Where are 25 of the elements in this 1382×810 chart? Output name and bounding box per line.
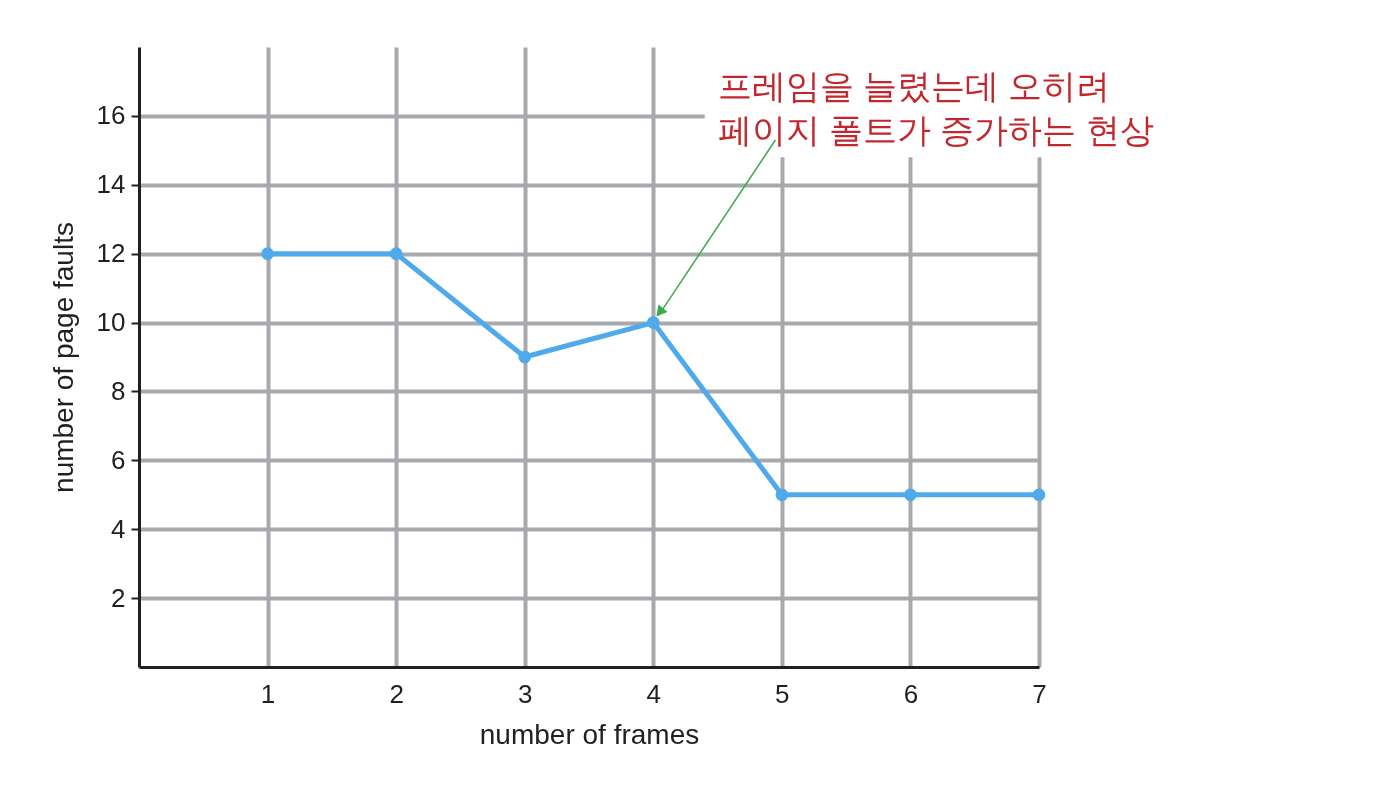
point — [646, 316, 660, 329]
y-tick-label: 2 — [111, 582, 126, 613]
y-tick-label: 12 — [96, 238, 126, 269]
x-tick-label: 2 — [389, 678, 404, 709]
x-tick-label: 3 — [517, 678, 533, 709]
point — [261, 247, 274, 260]
y-tick-label: 4 — [111, 513, 126, 544]
point — [389, 247, 403, 260]
x-tick-label: 6 — [903, 678, 919, 709]
x-axis-title: number of frames — [479, 718, 700, 750]
point — [775, 488, 789, 502]
y-tick-label: 16 — [96, 100, 126, 131]
y-tick-label: 8 — [111, 375, 126, 406]
point — [518, 350, 532, 364]
x-tick-label: 4 — [646, 678, 662, 709]
y-tick-label: 10 — [96, 307, 126, 338]
y-tick-label: 14 — [96, 169, 126, 200]
x-tick-label: 7 — [1032, 678, 1047, 709]
y-tick-label: 6 — [111, 444, 126, 475]
y-axis-title: number of page faults — [47, 222, 79, 493]
x-tick-label: 5 — [775, 678, 790, 709]
annotation: 프레임을 늘렸는데 오히려 페이지 폴트가 증가하는 현상 — [717, 67, 1154, 150]
x-tick-label: 1 — [260, 678, 276, 709]
point — [1032, 488, 1046, 502]
point — [904, 488, 917, 502]
